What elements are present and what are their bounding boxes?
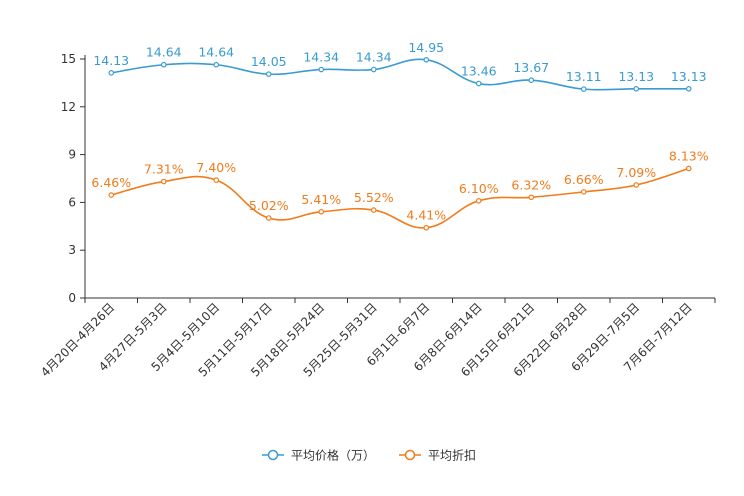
- data-point: [370, 66, 377, 73]
- data-label: 14.34: [303, 50, 339, 65]
- series-2: [108, 165, 692, 231]
- y-tick-label: 6: [68, 195, 76, 209]
- data-point: [265, 215, 272, 221]
- legend-item-1[interactable]: 平均价格（万）: [262, 448, 375, 463]
- data-point: [685, 85, 692, 92]
- legend-marker: [267, 449, 279, 461]
- data-label: 7.31%: [144, 162, 184, 177]
- data-point: [108, 70, 115, 76]
- y-tick-label: 3: [68, 243, 76, 257]
- legend-label: 平均折扣: [428, 448, 476, 463]
- y-tick-label: 12: [61, 100, 76, 114]
- data-label: 6.10%: [459, 181, 499, 196]
- data-label: 14.64: [198, 45, 234, 60]
- y-tick-label: 9: [68, 148, 76, 162]
- data-label: 4.41%: [406, 208, 446, 223]
- data-labels: 14.13 14.64 14.64 14.05 14.34 14.34 14.95 13.46…: [91, 40, 708, 223]
- data-label: 7.40%: [196, 160, 236, 175]
- data-point: [580, 189, 587, 195]
- data-label: 5.41%: [301, 192, 341, 207]
- legend-marker: [404, 449, 416, 461]
- data-point: [370, 207, 377, 213]
- data-point: [633, 182, 640, 188]
- legend[interactable]: 平均价格（万） 平均折扣: [262, 448, 476, 463]
- series-lines: [108, 56, 692, 231]
- data-label: 5.02%: [249, 198, 289, 213]
- data-label: 7.09%: [616, 165, 656, 180]
- x-axis: 4月20日-4月26日4月27日-5月3日5月4日-5月10日5月11日-5月1…: [38, 297, 716, 380]
- data-point: [160, 178, 167, 185]
- data-point: [318, 66, 325, 73]
- data-label: 6.46%: [91, 175, 131, 190]
- legend-label: 平均价格（万）: [291, 448, 375, 463]
- data-label: 14.05: [251, 54, 287, 69]
- y-tick-label: 15: [61, 52, 76, 66]
- data-point: [423, 56, 430, 63]
- data-point: [213, 61, 220, 68]
- data-label: 13.13: [671, 69, 707, 84]
- data-point: [160, 61, 167, 68]
- data-point: [213, 177, 220, 183]
- data-point: [633, 85, 640, 92]
- data-point: [580, 86, 587, 92]
- data-label: 13.13: [618, 69, 654, 84]
- data-point: [685, 165, 692, 172]
- data-label: 6.32%: [511, 177, 551, 192]
- data-label: 14.95: [408, 40, 444, 55]
- data-point: [423, 224, 430, 231]
- data-point: [528, 77, 535, 83]
- y-tick-label: 0: [68, 291, 76, 305]
- data-label: 8.13%: [669, 148, 709, 163]
- legend-item-2[interactable]: 平均折扣: [399, 448, 476, 463]
- data-point: [528, 194, 535, 201]
- data-label: 13.11: [566, 69, 602, 84]
- data-label: 14.13: [93, 53, 129, 68]
- data-point: [318, 209, 325, 215]
- series-1: [108, 56, 692, 92]
- series-line: [111, 58, 689, 91]
- data-point: [108, 192, 115, 198]
- data-label: 5.52%: [354, 190, 394, 205]
- data-label: 14.64: [146, 45, 182, 60]
- data-label: 6.66%: [564, 172, 604, 187]
- data-point: [475, 80, 482, 87]
- data-label: 13.46: [461, 64, 497, 79]
- data-label: 14.34: [356, 50, 392, 65]
- data-point: [265, 71, 272, 77]
- data-label: 13.67: [513, 60, 549, 75]
- y-axis: 0 3 6 9 12 15: [61, 52, 86, 305]
- data-point: [475, 198, 482, 204]
